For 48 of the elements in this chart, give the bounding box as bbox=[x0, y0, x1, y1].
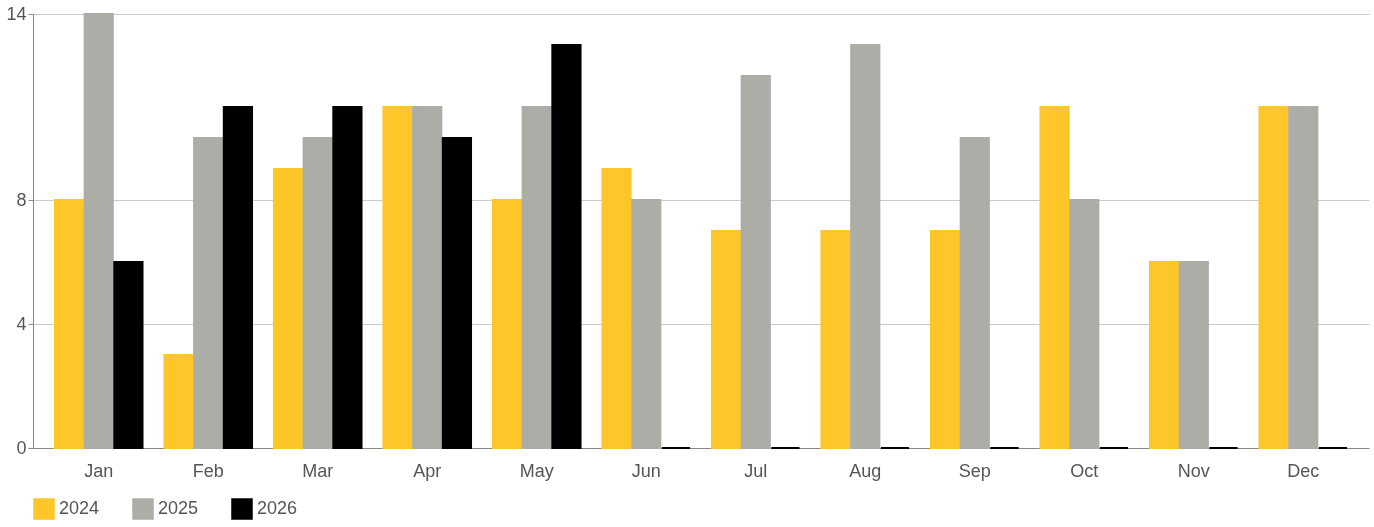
x-tick-label: Mar bbox=[302, 460, 334, 481]
bar bbox=[332, 106, 363, 449]
x-tick-label: Sep bbox=[958, 460, 991, 481]
bar bbox=[631, 199, 662, 449]
bar bbox=[929, 230, 961, 449]
bar bbox=[272, 168, 304, 449]
bar bbox=[412, 106, 443, 449]
x-tick-label: Jul bbox=[744, 460, 768, 481]
legend-label: 2025 bbox=[158, 498, 199, 518]
x-tick-label: Feb bbox=[192, 460, 224, 481]
bar bbox=[1039, 106, 1070, 449]
x-tick-label: Nov bbox=[1177, 460, 1210, 481]
bar bbox=[820, 230, 851, 449]
x-tick-label: Apr bbox=[413, 460, 442, 481]
bar bbox=[959, 137, 990, 449]
x-tick-label: Jan bbox=[84, 460, 114, 481]
bar bbox=[113, 261, 144, 449]
legend-label: 2026 bbox=[257, 498, 298, 518]
bar bbox=[193, 137, 224, 449]
bar bbox=[163, 354, 194, 449]
y-tick-label: 14 bbox=[6, 3, 27, 24]
bar bbox=[222, 106, 254, 449]
y-tick-label: 4 bbox=[16, 313, 27, 334]
y-tick-label: 0 bbox=[16, 437, 27, 458]
bar bbox=[441, 137, 473, 449]
bar bbox=[491, 199, 523, 449]
bar bbox=[740, 75, 771, 449]
y-tick-label: 8 bbox=[16, 189, 27, 210]
x-tick-label: Aug bbox=[849, 460, 882, 481]
bar bbox=[83, 13, 114, 449]
bar bbox=[521, 106, 552, 449]
x-tick-label: Dec bbox=[1287, 460, 1320, 481]
bar bbox=[382, 106, 413, 449]
bar bbox=[302, 137, 333, 449]
bar bbox=[53, 199, 85, 449]
bar bbox=[1258, 106, 1289, 449]
bar bbox=[601, 168, 632, 449]
bar bbox=[710, 230, 742, 449]
x-tick-label: Oct bbox=[1070, 460, 1099, 481]
bar bbox=[850, 44, 881, 449]
bar bbox=[551, 44, 582, 449]
bar bbox=[1178, 261, 1209, 449]
bar bbox=[1148, 261, 1180, 449]
bar bbox=[1288, 106, 1319, 449]
bar bbox=[1069, 199, 1100, 449]
x-tick-label: May bbox=[519, 460, 554, 481]
x-tick-label: Jun bbox=[631, 460, 661, 481]
legend-label: 2024 bbox=[59, 498, 100, 518]
